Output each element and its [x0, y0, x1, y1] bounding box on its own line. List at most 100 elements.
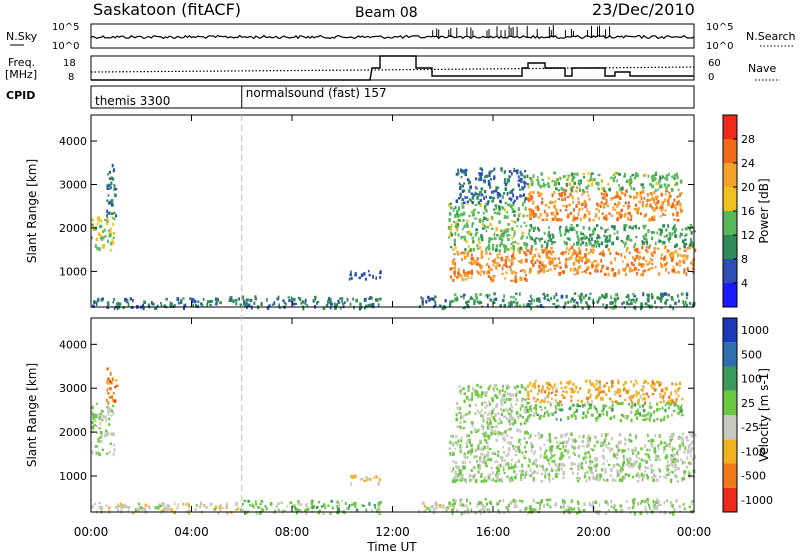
heatmap-cell [567, 258, 570, 261]
heatmap-cell [110, 212, 114, 216]
heatmap-cell [536, 179, 539, 182]
heatmap-cell [660, 306, 663, 309]
heatmap-cell [652, 218, 656, 221]
heatmap-cell [564, 192, 567, 197]
heatmap-cell [565, 182, 568, 187]
heatmap-cell [523, 422, 526, 425]
heatmap-cell [510, 466, 514, 469]
heatmap-cell [457, 168, 459, 172]
heatmap-cell [595, 213, 598, 216]
heatmap-cell [450, 206, 453, 209]
heatmap-cell [535, 407, 538, 411]
heatmap-cell [482, 427, 485, 431]
heatmap-cell [516, 505, 519, 508]
heatmap-cell [513, 229, 516, 234]
heatmap-cell [688, 470, 691, 473]
heatmap-cell [674, 474, 677, 478]
heatmap-cell [510, 463, 513, 467]
heatmap-cell [573, 415, 577, 418]
heatmap-cell [513, 300, 516, 304]
heatmap-cell [576, 403, 579, 408]
heatmap-cell [330, 499, 333, 503]
heatmap-cell [246, 298, 249, 302]
heatmap-cell [636, 254, 639, 259]
heatmap-cell [493, 384, 496, 388]
heatmap-cell [551, 179, 554, 183]
heatmap-cell [522, 202, 524, 207]
heatmap-cell [526, 197, 530, 201]
heatmap-cell [574, 267, 576, 271]
heatmap-cell [570, 189, 574, 193]
heatmap-cell [575, 256, 578, 261]
heatmap-cell [544, 472, 547, 475]
heatmap-cell [658, 228, 661, 232]
heatmap-cell [608, 390, 611, 393]
heatmap-cell [480, 393, 483, 398]
heatmap-cell [589, 462, 592, 466]
heatmap-cell [647, 304, 651, 308]
heatmap-cell [553, 257, 557, 261]
heatmap-cell [623, 389, 626, 392]
heatmap-cell [596, 300, 599, 304]
heatmap-cell [665, 174, 668, 178]
heatmap-cell [520, 422, 523, 426]
heatmap-cell [501, 206, 505, 210]
heatmap-cell [504, 229, 507, 234]
heatmap-cell [434, 295, 437, 299]
heatmap-cell [564, 501, 566, 504]
heatmap-cell [641, 203, 644, 207]
heatmap-cell [455, 173, 459, 176]
heatmap-cell [582, 509, 586, 512]
heatmap-cell [667, 225, 670, 228]
heatmap-cell [493, 167, 496, 171]
heatmap-cell [543, 443, 546, 446]
heatmap-cell [479, 385, 483, 389]
heatmap-cell [665, 267, 668, 271]
heatmap-cell [508, 412, 511, 416]
heatmap-cell [565, 294, 568, 299]
heatmap-cell [620, 401, 624, 406]
heatmap-cell [285, 303, 287, 306]
heatmap-cell [647, 198, 650, 203]
heatmap-cell [579, 298, 583, 302]
heatmap-cell [488, 173, 491, 178]
heatmap-cell [612, 455, 615, 458]
heatmap-cell [479, 167, 483, 171]
heatmap-cell [608, 238, 611, 243]
heatmap-cell [560, 454, 563, 459]
heatmap-cell [455, 414, 458, 417]
heatmap-cell [602, 448, 605, 453]
heatmap-cell [660, 296, 663, 301]
heatmap-cell [91, 218, 95, 222]
heatmap-cell [516, 415, 520, 420]
heatmap-cell [680, 408, 683, 413]
heatmap-cell [541, 218, 545, 221]
heatmap-cell [476, 460, 478, 463]
heatmap-cell [135, 508, 137, 512]
heatmap-cell [521, 186, 524, 190]
heatmap-cell [483, 224, 486, 229]
y-tick-label: 1000 [59, 265, 87, 278]
heatmap-cell [306, 507, 310, 511]
heatmap-cell [504, 187, 508, 192]
heatmap-cell [514, 275, 517, 279]
heatmap-cell [476, 257, 479, 261]
heatmap-cell [509, 441, 512, 446]
heatmap-cell [551, 241, 554, 244]
heatmap-cell [577, 179, 580, 184]
heatmap-cell [488, 239, 491, 242]
heatmap-cell [596, 394, 599, 398]
heatmap-cell [678, 200, 680, 204]
heatmap-cell [500, 241, 503, 246]
heatmap-cell [98, 247, 101, 252]
heatmap-cell [526, 236, 528, 240]
heatmap-cell [472, 193, 475, 197]
heatmap-cell [642, 257, 645, 261]
heatmap-cell [551, 233, 554, 237]
heatmap-cell [523, 303, 525, 308]
heatmap-cell [688, 475, 691, 479]
heatmap-cell [216, 299, 219, 303]
heatmap-cell [547, 182, 550, 186]
heatmap-cell [598, 414, 602, 418]
heatmap-cell [529, 404, 533, 409]
